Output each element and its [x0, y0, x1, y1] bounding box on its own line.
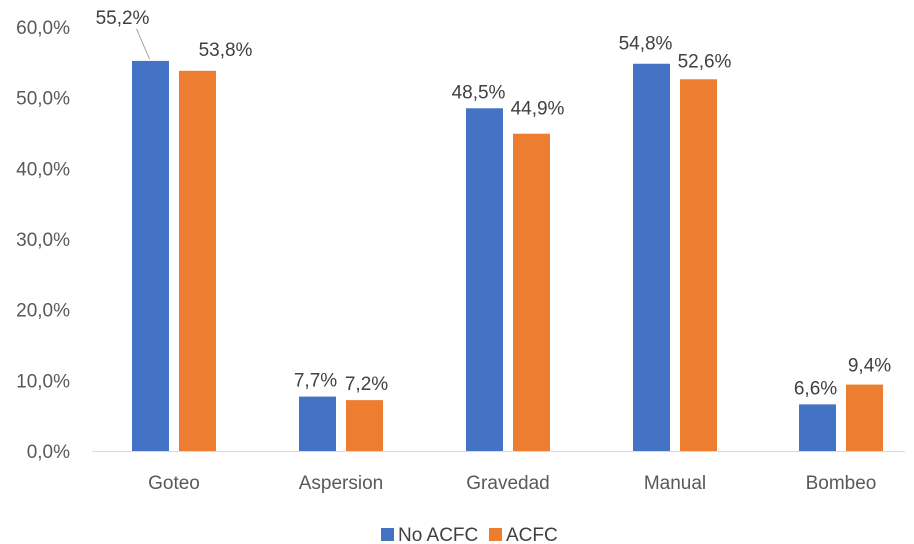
data-label-acfc-aspersion: 7,2%: [345, 374, 388, 395]
y-tick-label: 20,0%: [16, 301, 70, 322]
y-tick-label: 30,0%: [16, 230, 70, 251]
bar-acfc-bombeo: [846, 384, 883, 451]
y-tick-label: 60,0%: [16, 18, 70, 39]
data-label-acfc-bombeo: 9,4%: [848, 356, 891, 377]
y-tick-label: 50,0%: [16, 89, 70, 110]
x-tick-label-manual: Manual: [644, 473, 706, 494]
x-tick-label-gravedad: Gravedad: [466, 473, 549, 494]
y-axis: 0,0% 10,0% 20,0% 30,0% 40,0% 50,0% 60,0%: [16, 18, 70, 463]
data-label-acfc-gravedad: 44,9%: [511, 99, 565, 120]
bar-no-acfc-gravedad: [466, 108, 503, 452]
data-label-acfc-goteo: 53,8%: [199, 40, 253, 61]
x-tick-label-bombeo: Bombeo: [806, 473, 877, 494]
bar-no-acfc-goteo: [132, 60, 169, 452]
data-label-no-acfc-gravedad: 48,5%: [452, 82, 506, 103]
bar-acfc-manual: [680, 79, 717, 451]
data-label-no-acfc-bombeo: 6,6%: [794, 378, 837, 399]
y-tick-label: 40,0%: [16, 159, 70, 180]
bar-acfc-aspersion: [346, 400, 383, 451]
bar-acfc-goteo: [179, 70, 216, 452]
data-label-leader-line: [136, 28, 150, 60]
y-tick-label: 0,0%: [27, 442, 70, 463]
data-labels: 55,2% 7,7% 48,5% 54,8% 6,6% 53,8% 7,2% 4…: [96, 8, 892, 399]
bar-acfc-gravedad: [513, 133, 550, 451]
data-label-acfc-manual: 52,6%: [678, 51, 732, 72]
data-label-no-acfc-manual: 54,8%: [619, 34, 673, 55]
bar-no-acfc-aspersion: [299, 396, 336, 451]
bar-no-acfc-manual: [633, 63, 670, 451]
bar-no-acfc-bombeo: [799, 404, 836, 451]
legend-label-no-acfc: No ACFC: [398, 525, 478, 544]
x-tick-label-aspersion: Aspersion: [299, 473, 384, 494]
legend-swatch-acfc: [489, 528, 502, 541]
x-axis: Goteo Aspersion Gravedad Manual Bombeo: [148, 473, 876, 494]
y-tick-label: 10,0%: [16, 371, 70, 392]
legend: No ACFC ACFC: [381, 525, 558, 544]
data-label-no-acfc-goteo: 55,2%: [96, 8, 150, 29]
legend-label-acfc: ACFC: [506, 525, 558, 544]
data-label-no-acfc-aspersion: 7,7%: [294, 371, 337, 392]
legend-swatch-no-acfc: [381, 528, 394, 541]
x-tick-label-goteo: Goteo: [148, 473, 200, 494]
bars: [132, 60, 883, 452]
